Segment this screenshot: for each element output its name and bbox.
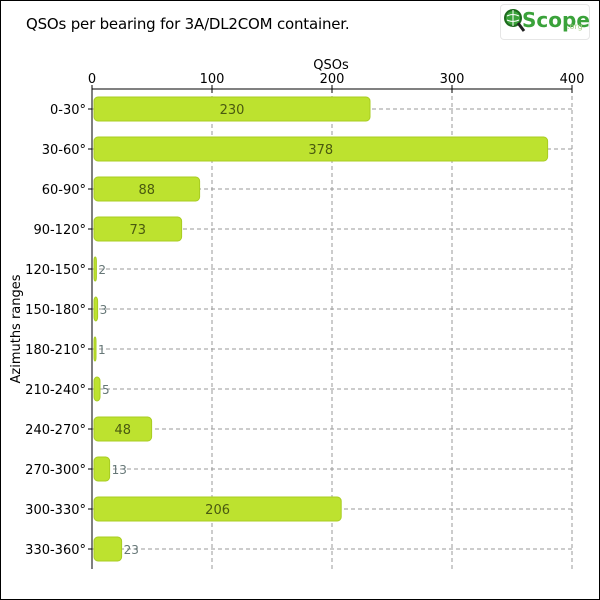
y-axis-label: Azimuths ranges <box>9 274 24 383</box>
y-tick-label: 330-360° <box>25 543 86 558</box>
qscope-logo: Scope .org <box>500 4 590 40</box>
y-tick-label: 270-300° <box>25 463 86 478</box>
bar-value-label: 378 <box>308 143 333 158</box>
y-tick-label: 0-30° <box>50 103 86 118</box>
x-tick-label: 100 <box>200 72 225 87</box>
bar <box>93 416 153 442</box>
bar <box>93 296 99 322</box>
bar-value-label: 73 <box>130 223 147 238</box>
bar <box>93 496 342 522</box>
bar <box>93 176 201 202</box>
logo-wordmark: Scope <box>522 8 590 32</box>
chart-title: QSOs per bearing for 3A/DL2COM container… <box>26 15 350 33</box>
magnifier-globe-icon <box>504 9 526 32</box>
bar-value-label: 3 <box>100 303 108 317</box>
bar <box>93 96 371 122</box>
y-tick-label: 300-330° <box>25 503 86 518</box>
bar-value-label: 206 <box>205 503 230 518</box>
bar <box>93 136 549 162</box>
bar-value-label: 2 <box>98 263 106 277</box>
bar-value-label: 230 <box>220 103 245 118</box>
y-tick-label: 30-60° <box>42 143 86 158</box>
y-tick-label: 240-270° <box>25 423 86 438</box>
bar <box>93 336 97 362</box>
bar <box>93 376 101 402</box>
x-axis-label: QSOs <box>313 58 349 73</box>
y-tick-label: 120-150° <box>25 263 86 278</box>
bar-value-label: 1 <box>98 343 106 357</box>
bar <box>93 536 123 562</box>
x-tick-label: 300 <box>440 72 465 87</box>
x-tick-label: 0 <box>88 72 96 87</box>
bar-value-label: 48 <box>115 423 132 438</box>
bar <box>93 216 183 242</box>
bar <box>93 456 111 482</box>
bar-value-label: 5 <box>102 383 110 397</box>
x-tick-label: 400 <box>560 72 585 87</box>
logo-suffix: .org <box>567 22 583 31</box>
bar-value-label: 23 <box>124 543 139 557</box>
y-tick-label: 90-120° <box>33 223 86 238</box>
bar <box>93 256 97 282</box>
y-tick-label: 180-210° <box>25 343 86 358</box>
bar-value-label: 13 <box>112 463 127 477</box>
y-tick-label: 60-90° <box>42 183 86 198</box>
bar-value-label: 88 <box>139 183 156 198</box>
x-tick-label: 200 <box>320 72 345 87</box>
y-tick-label: 210-240° <box>25 383 86 398</box>
y-tick-label: 150-180° <box>25 303 86 318</box>
